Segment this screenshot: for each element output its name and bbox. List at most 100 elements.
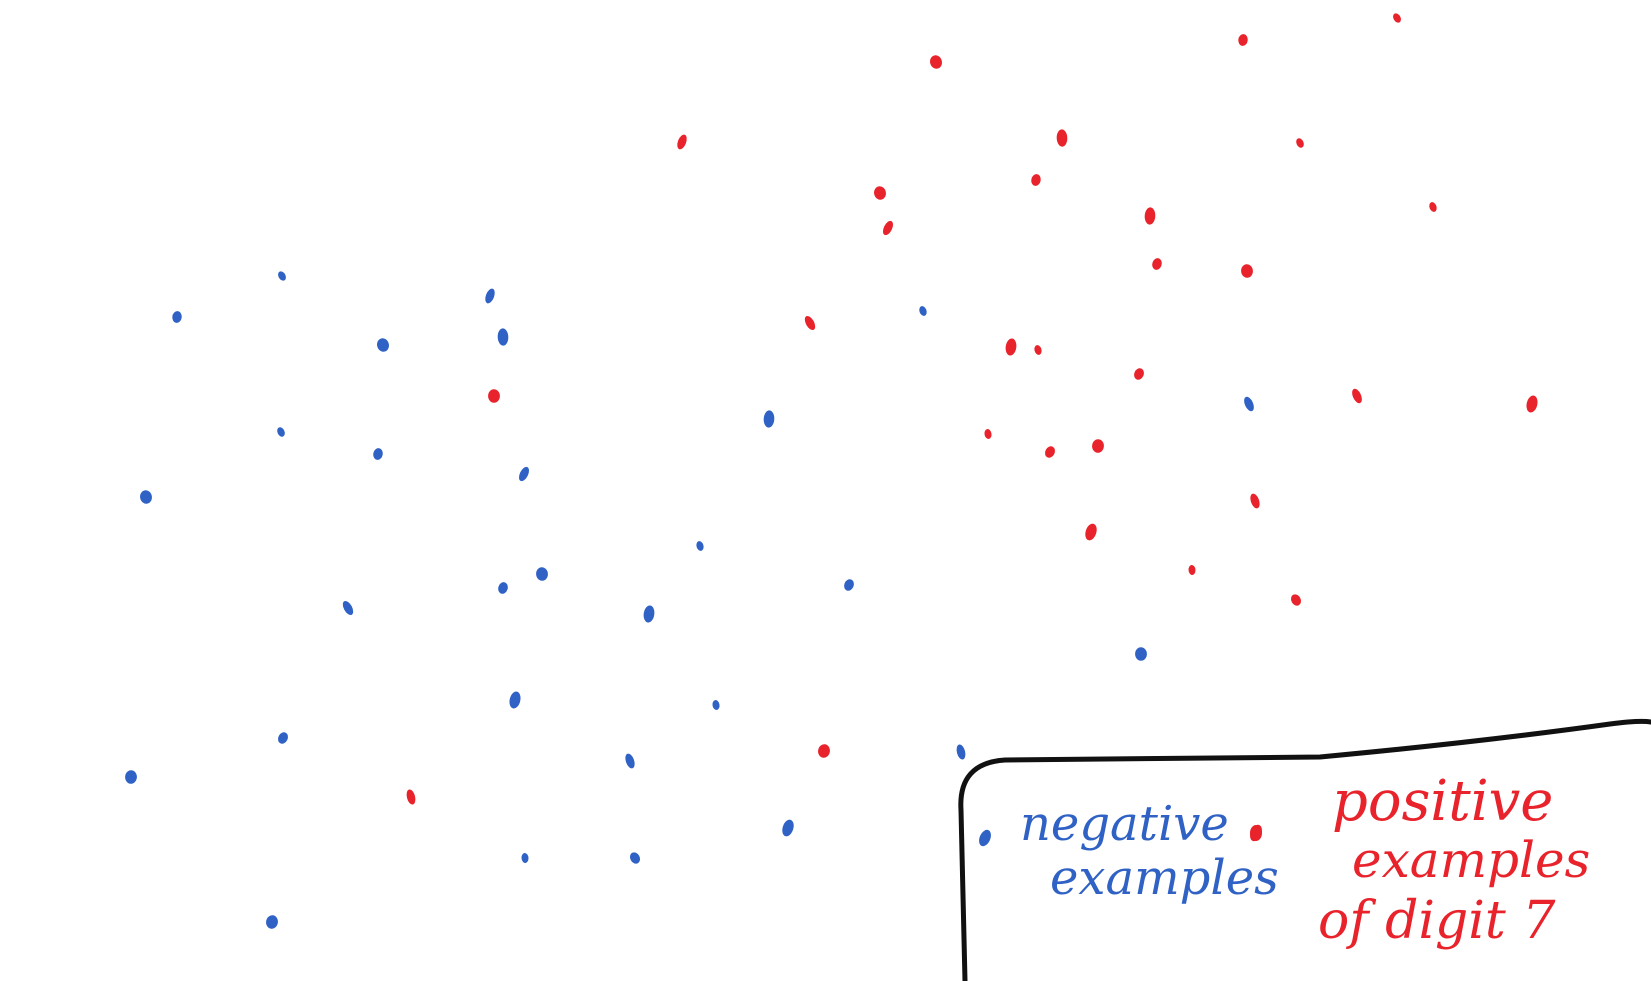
positive-example-mark [1085,523,1097,541]
legend-negative-label-line2: examples [1050,850,1279,906]
negative-example-mark [277,427,285,437]
positive-example-point [1005,338,1017,356]
negative-example-mark [763,410,775,428]
positive-example-mark [1092,439,1104,453]
positive-example-mark [874,186,886,200]
positive-example-point [874,186,886,200]
positive-example-point [1250,493,1260,509]
negative-example-mark [696,541,704,551]
negative-example-mark [625,753,635,769]
positive-example-mark [1296,138,1304,148]
legend-box: negative examples positive examples of d… [958,718,1651,981]
negative-example-point [956,744,966,760]
negative-example-mark [1135,647,1147,661]
negative-example-point [536,567,548,581]
positive-example-point [1034,345,1042,355]
positive-example-point [677,134,687,150]
positive-example-point [1393,13,1401,23]
negative-example-point [172,311,182,323]
negative-example-mark [712,700,720,710]
positive-example-mark [1144,207,1156,225]
positive-example-point [1291,594,1301,606]
positive-example-mark [984,429,992,439]
negative-example-point [373,448,383,460]
positive-example-point [804,315,816,331]
negative-example-point [782,819,794,837]
positive-example-point [1526,395,1538,413]
negative-example-point [277,427,285,437]
positive-example-mark [1188,565,1196,575]
negative-example-mark [373,448,383,460]
positive-example-point [1134,368,1144,380]
negative-example-point [1244,396,1254,412]
negative-example-mark [630,852,640,864]
positive-example-point [1152,258,1162,270]
negative-example-point [125,770,137,784]
negative-example-mark [140,490,152,504]
negative-example-point [342,600,354,616]
negative-example-point [630,852,640,864]
positive-example-mark [406,789,416,805]
positive-example-mark [1134,368,1144,380]
positive-example-point [488,389,500,403]
negative-example-mark [1244,396,1254,412]
positive-example-mark [1250,493,1260,509]
negative-example-mark [782,819,794,837]
positive-example-mark [1429,202,1437,212]
positive-example-mark [1152,258,1162,270]
legend-positive-marker [1250,825,1262,841]
negative-example-point [140,490,152,504]
legend-negative-label-line1: negative [1020,796,1229,852]
negative-example-mark [521,853,529,863]
negative-example-point [266,915,278,929]
positive-example-mark [930,55,942,69]
negative-example-mark [278,271,286,281]
legend-box-outline [958,718,1651,981]
negative-example-point [519,466,529,482]
positive-example-mark [1005,338,1017,356]
positive-example-point [883,220,893,236]
negative-example-mark [497,328,509,346]
negative-example-mark [643,605,655,623]
positive-example-mark [1034,345,1042,355]
positive-example-mark [818,744,830,758]
positive-example-point [1352,388,1362,404]
negative-example-mark [278,732,288,744]
positive-example-point [984,429,992,439]
negative-example-mark [125,770,137,784]
negative-example-point [1135,647,1147,661]
negative-example-point [278,271,286,281]
positive-example-point [1031,174,1041,186]
positive-example-mark [1045,446,1055,458]
negative-example-mark [519,466,529,482]
negative-example-point [643,605,655,623]
negative-example-point [712,700,720,710]
negative-example-point [485,288,495,304]
negative-example-mark [377,338,389,352]
negative-example-mark [536,567,548,581]
legend-positive-label-line1: positive [1332,769,1553,834]
negative-example-point [497,328,509,346]
positive-example-point [1296,138,1304,148]
positive-example-mark [1393,13,1401,23]
positive-example-mark [677,134,687,150]
negative-example-mark [956,744,966,760]
negative-example-point [625,753,635,769]
negative-example-point [763,410,775,428]
negative-example-point [919,306,927,316]
positive-example-mark [1056,129,1068,147]
positive-example-mark [1291,594,1301,606]
negative-example-point [509,691,521,709]
positive-example-mark [488,389,500,403]
negative-example-mark [342,600,354,616]
positive-example-point [1144,207,1156,225]
positive-example-mark [1238,34,1248,46]
negative-example-point [377,338,389,352]
positive-example-point [930,55,942,69]
negative-example-mark [266,915,278,929]
positive-example-point [1092,439,1104,453]
positive-example-mark [1031,174,1041,186]
negative-example-mark [844,579,854,591]
